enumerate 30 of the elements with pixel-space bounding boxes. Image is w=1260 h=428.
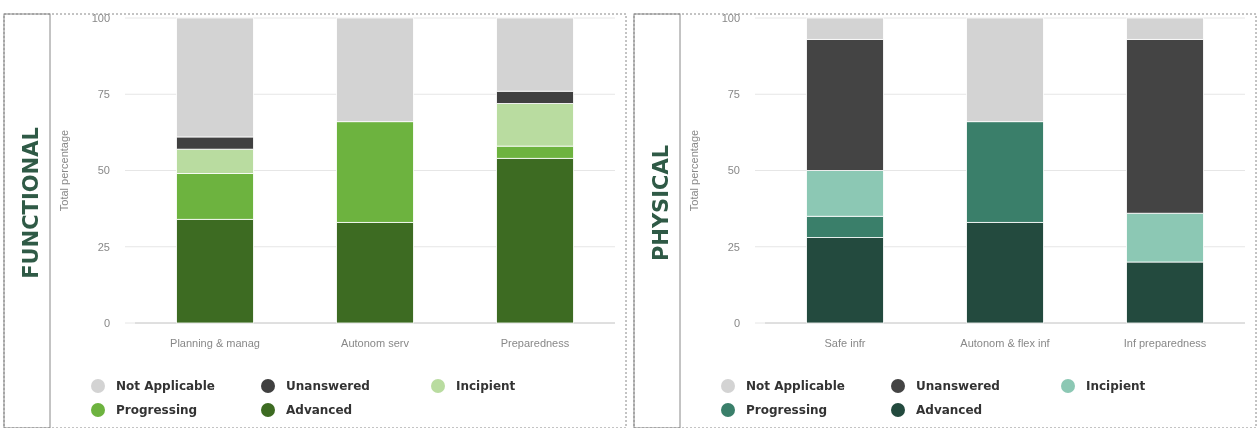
x-tick-label: Safe infr <box>824 337 866 349</box>
legend-label: Incipient <box>456 379 516 394</box>
x-tick-label: Autonom & flex inf <box>960 337 1051 349</box>
y-tick-label: 50 <box>727 164 740 177</box>
text: PHYSICAL <box>649 144 673 262</box>
x-tick-label: Inf preparedness <box>1123 337 1207 349</box>
y-tick-label: 75 <box>97 88 110 101</box>
y-tick-label: 25 <box>727 240 740 253</box>
legend-label: Advanced <box>286 403 353 418</box>
y-axis-title: Total percentage <box>58 129 70 212</box>
y-tick-label: 0 <box>733 316 740 329</box>
y-tick-label: 0 <box>103 316 110 329</box>
legend-label: Advanced <box>916 403 983 418</box>
y-tick-label: 100 <box>721 11 740 24</box>
legend-label: Incipient <box>1086 379 1146 394</box>
y-tick-label: 100 <box>91 11 110 24</box>
y-axis-title: Total percentage <box>688 129 700 212</box>
legend-label: Progressing <box>116 403 198 418</box>
y-tick-label: 75 <box>727 88 740 101</box>
x-tick-label: Preparedness <box>500 337 570 349</box>
legend-label: Not Applicable <box>746 379 845 394</box>
legend-label: Unanswered <box>286 379 370 394</box>
x-tick-label: Autonom serv <box>341 337 410 349</box>
x-tick-label: Planning & manag <box>170 337 260 349</box>
y-tick-label: 50 <box>97 164 110 177</box>
legend-label: Unanswered <box>916 379 1000 394</box>
text: FUNCTIONAL <box>19 127 43 279</box>
legend-label: Not Applicable <box>116 379 215 394</box>
y-tick-label: 25 <box>97 240 110 253</box>
legend-label: Progressing <box>746 403 828 418</box>
